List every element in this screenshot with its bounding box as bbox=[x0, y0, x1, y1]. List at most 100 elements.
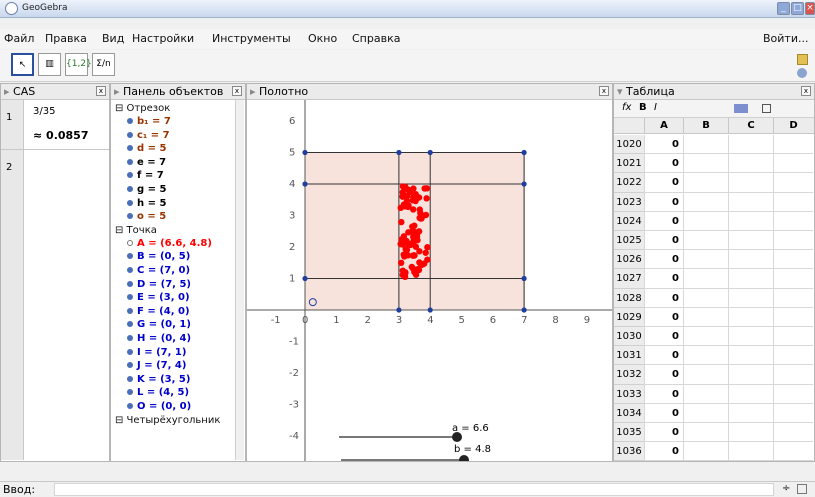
border-icon[interactable] bbox=[762, 104, 771, 113]
table-cell[interactable] bbox=[728, 384, 773, 404]
table-cell[interactable] bbox=[773, 307, 813, 327]
table-cell[interactable] bbox=[728, 365, 773, 385]
table-cell[interactable] bbox=[683, 327, 728, 347]
algebra-item[interactable]: G = (0, 1) bbox=[127, 319, 191, 332]
table-cell[interactable] bbox=[773, 346, 813, 366]
table-cell[interactable] bbox=[773, 269, 813, 289]
visibility-toggle-icon[interactable] bbox=[127, 131, 133, 138]
table-cell[interactable] bbox=[773, 211, 813, 231]
row-header[interactable]: 1020 bbox=[614, 135, 644, 155]
table-cell[interactable] bbox=[728, 173, 773, 193]
table-cell[interactable] bbox=[728, 250, 773, 270]
alpha-icon[interactable]: ÷ bbox=[782, 483, 791, 494]
visibility-toggle-icon[interactable] bbox=[127, 253, 133, 260]
algebra-item[interactable]: b₁ = 7 bbox=[127, 116, 171, 129]
table-cell[interactable]: 0 bbox=[644, 192, 683, 212]
algebra-item[interactable]: H = (0, 4) bbox=[127, 333, 191, 346]
table-cell[interactable] bbox=[728, 423, 773, 443]
visibility-toggle-icon[interactable] bbox=[127, 145, 133, 152]
algebra-item[interactable]: c₁ = 7 bbox=[127, 130, 170, 143]
table-cell[interactable] bbox=[728, 327, 773, 347]
row-header[interactable]: 1036 bbox=[614, 442, 644, 462]
menu-tools[interactable]: Инструменты bbox=[212, 32, 291, 45]
fx-icon[interactable]: fx bbox=[622, 102, 632, 113]
italic-icon[interactable]: I bbox=[654, 102, 657, 113]
table-cell[interactable] bbox=[773, 288, 813, 308]
table-cell[interactable] bbox=[683, 154, 728, 174]
algebra-item[interactable]: L = (4, 5) bbox=[127, 387, 189, 400]
menu-window[interactable]: Окно bbox=[308, 32, 338, 45]
visibility-toggle-icon[interactable] bbox=[127, 335, 133, 341]
algebra-item[interactable]: I = (7, 1) bbox=[127, 347, 186, 360]
menu-edit[interactable]: Правка bbox=[45, 32, 87, 45]
algebra-item[interactable]: o = 5 bbox=[127, 211, 166, 224]
column-header[interactable]: A bbox=[644, 118, 683, 134]
table-cell[interactable] bbox=[773, 231, 813, 251]
table-cell[interactable]: 0 bbox=[644, 211, 683, 231]
row-header[interactable]: 1028 bbox=[614, 288, 644, 308]
help-icon[interactable] bbox=[797, 68, 807, 78]
close-icon[interactable]: x bbox=[599, 86, 609, 96]
visibility-toggle-icon[interactable] bbox=[127, 199, 133, 206]
visibility-toggle-icon[interactable] bbox=[127, 375, 133, 382]
visibility-toggle-icon[interactable] bbox=[127, 118, 133, 124]
row-header[interactable]: 1021 bbox=[614, 154, 644, 174]
algebra-item[interactable]: h = 5 bbox=[127, 198, 166, 211]
table-cell[interactable] bbox=[683, 403, 728, 423]
table-cell[interactable]: 0 bbox=[644, 173, 683, 193]
table-cell[interactable] bbox=[683, 442, 728, 462]
row-header[interactable]: 1025 bbox=[614, 231, 644, 251]
table-cell[interactable] bbox=[683, 384, 728, 404]
table-cell[interactable] bbox=[773, 423, 813, 443]
table-cell[interactable] bbox=[773, 442, 813, 462]
table-cell[interactable] bbox=[773, 173, 813, 193]
algebra-item[interactable]: E = (3, 0) bbox=[127, 292, 190, 305]
close-button[interactable]: × bbox=[805, 2, 815, 15]
minimize-button[interactable]: _ bbox=[777, 2, 790, 15]
row-header[interactable]: 1024 bbox=[614, 211, 644, 231]
table-cell[interactable] bbox=[773, 403, 813, 423]
table-cell[interactable] bbox=[683, 173, 728, 193]
row-header[interactable]: 1027 bbox=[614, 269, 644, 289]
table-cell[interactable] bbox=[728, 211, 773, 231]
table-cell[interactable]: 0 bbox=[644, 327, 683, 347]
visibility-toggle-icon[interactable] bbox=[127, 403, 133, 409]
algebra-item[interactable]: f = 7 bbox=[127, 170, 164, 183]
visibility-toggle-icon[interactable] bbox=[127, 172, 133, 179]
visibility-toggle-icon[interactable] bbox=[127, 280, 133, 287]
table-cell[interactable] bbox=[728, 346, 773, 366]
table-cell[interactable] bbox=[728, 442, 773, 462]
visibility-toggle-icon[interactable] bbox=[127, 389, 133, 396]
visibility-toggle-icon[interactable] bbox=[127, 239, 133, 246]
move-tool-button[interactable]: ↖ bbox=[11, 53, 34, 76]
menu-file[interactable]: Файл bbox=[4, 32, 35, 45]
category-label[interactable]: ⊟ Точка bbox=[115, 224, 157, 236]
table-cell[interactable] bbox=[728, 192, 773, 212]
table-cell[interactable]: 0 bbox=[644, 154, 683, 174]
table-cell[interactable] bbox=[683, 288, 728, 308]
visibility-toggle-icon[interactable] bbox=[127, 362, 133, 369]
row-header[interactable]: 1035 bbox=[614, 423, 644, 443]
algebra-item[interactable]: O = (0, 0) bbox=[127, 401, 191, 414]
table-cell[interactable]: 0 bbox=[644, 231, 683, 251]
visibility-toggle-icon[interactable] bbox=[127, 213, 133, 220]
cas-input[interactable]: 3/35 bbox=[33, 106, 56, 117]
table-cell[interactable] bbox=[728, 403, 773, 423]
row-header[interactable]: 1023 bbox=[614, 192, 644, 212]
table-cell[interactable] bbox=[773, 135, 813, 155]
visibility-toggle-icon[interactable] bbox=[127, 321, 133, 328]
row-header[interactable]: 1033 bbox=[614, 384, 644, 404]
table-cell[interactable]: 0 bbox=[644, 307, 683, 327]
table-cell[interactable] bbox=[683, 211, 728, 231]
table-cell[interactable]: 0 bbox=[644, 250, 683, 270]
table-cell[interactable] bbox=[683, 307, 728, 327]
table-cell[interactable]: 0 bbox=[644, 384, 683, 404]
table-cell[interactable] bbox=[773, 365, 813, 385]
table-cell[interactable] bbox=[773, 250, 813, 270]
list-tool-button[interactable]: {1,2} bbox=[65, 53, 92, 76]
bar-chart-tool-button[interactable]: ▥ bbox=[38, 53, 61, 76]
table-cell[interactable]: 0 bbox=[644, 135, 683, 155]
bold-icon[interactable]: B bbox=[639, 102, 647, 113]
algebra-item[interactable]: e = 7 bbox=[127, 157, 166, 170]
column-header[interactable]: D bbox=[773, 118, 813, 134]
